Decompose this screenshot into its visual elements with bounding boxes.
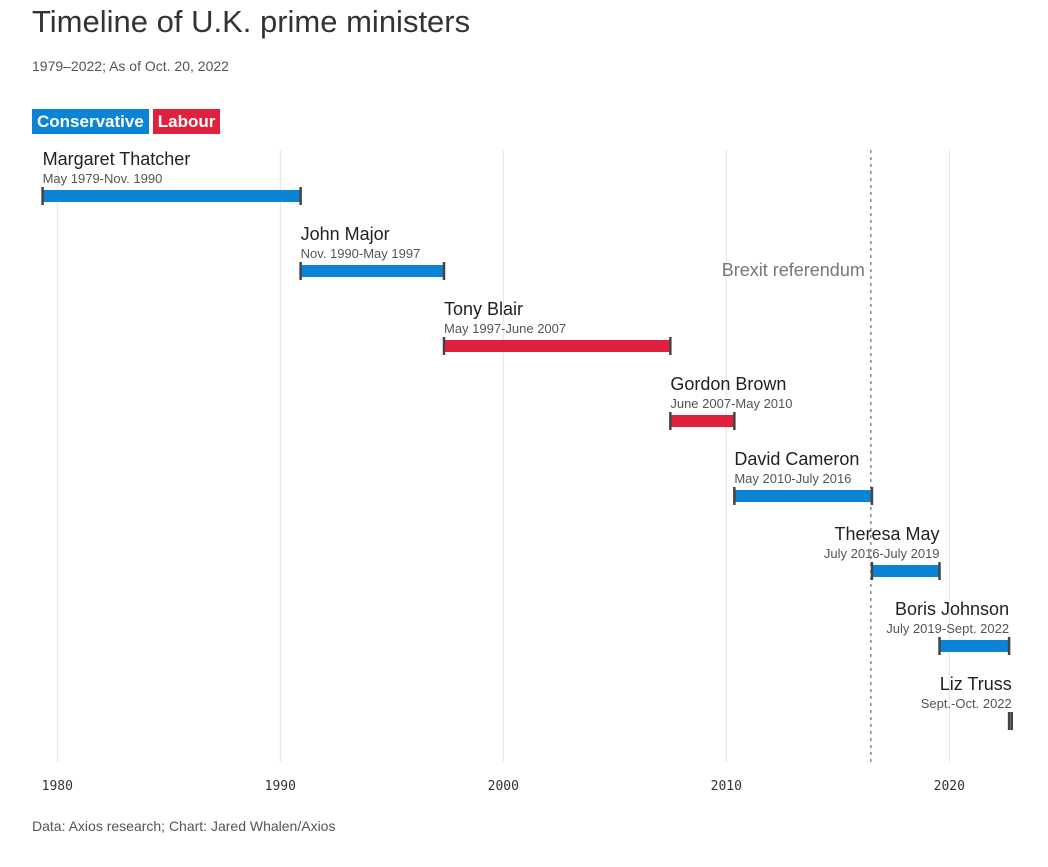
bar-group: Tony Blair May 1997-June 2007 [442,299,672,355]
x-tick-label: 2020 [934,779,965,794]
bar-group: David Cameron May 2010-July 2016 [733,449,874,505]
bar-group: Boris Johnson July 2019-Sept. 2022 [886,599,1011,655]
bar [300,265,444,277]
pm-dates-label: May 1979-Nov. 1990 [43,171,163,186]
x-tick-label: 2000 [488,779,519,794]
legend: Conservative Labour [32,109,221,134]
pm-name-label: David Cameron [734,449,859,469]
x-tick-label: 1990 [265,779,296,794]
legend-labour: Labour [152,109,221,134]
bars: Margaret Thatcher May 1979-Nov. 1990 John … [41,149,1014,730]
bar [734,490,872,502]
pm-dates-label: May 2010-July 2016 [734,471,851,486]
pm-dates-label: June 2007-May 2010 [670,396,792,411]
pm-name-label: Theresa May [834,524,939,544]
pm-dates-label: July 2019-Sept. 2022 [886,621,1009,636]
chart-title: Timeline of U.K. prime ministers [32,4,471,39]
pm-dates-label: May 1997-June 2007 [444,321,566,336]
bar-group: Theresa May July 2016-July 2019 [824,524,941,580]
pm-name-label: Tony Blair [444,299,523,319]
bar [443,340,671,352]
gridlines [56,150,950,762]
pm-name-label: Gordon Brown [670,374,786,394]
x-tick-label: 1980 [42,779,73,794]
annotations: Brexit referendum [722,150,872,762]
bar [670,415,735,427]
pm-dates-label: July 2016-July 2019 [824,546,940,561]
x-axis: 1980 1990 2000 2010 2020 [42,779,965,794]
bar [939,640,1010,652]
chart-subtitle: 1979–2022; As of Oct. 20, 2022 [32,58,229,74]
pm-name-label: Liz Truss [940,674,1012,694]
bar [871,565,940,577]
pm-dates-label: Nov. 1990-May 1997 [301,246,421,261]
bar-group: Gordon Brown June 2007-May 2010 [669,374,793,430]
x-tick-label: 2010 [711,779,742,794]
legend-conservative: Conservative [32,109,149,134]
bar [42,190,301,202]
pm-name-label: Boris Johnson [895,599,1009,619]
bar-group: John Major Nov. 1990-May 1997 [299,224,446,280]
chart-source: Data: Axios research; Chart: Jared Whale… [32,818,336,834]
pm-name-label: John Major [301,224,390,244]
pm-dates-label: Sept.-Oct. 2022 [921,696,1012,711]
bar-group: Liz Truss Sept.-Oct. 2022 [921,674,1014,730]
annotation-label: Brexit referendum [722,260,865,280]
bar-group: Margaret Thatcher May 1979-Nov. 1990 [41,149,302,205]
pm-name-label: Margaret Thatcher [43,149,191,169]
